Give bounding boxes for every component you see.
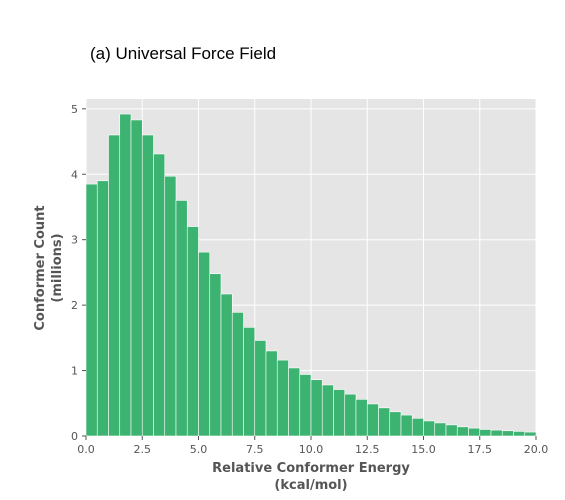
x-tick-label: 12.5 xyxy=(355,443,380,456)
histogram-bar xyxy=(344,393,357,437)
bars xyxy=(85,113,537,437)
histogram-bar xyxy=(479,429,492,437)
histogram-bar xyxy=(411,418,424,437)
x-tick-label: 20.0 xyxy=(524,443,549,456)
x-tick-label: 0.0 xyxy=(77,443,95,456)
x-tick-label: 17.5 xyxy=(468,443,493,456)
histogram-bar xyxy=(355,399,368,437)
histogram-bar xyxy=(299,374,312,437)
histogram-bar xyxy=(445,424,458,437)
histogram-bar xyxy=(130,119,143,437)
histogram-bar xyxy=(276,359,289,437)
histogram-bar xyxy=(141,134,154,437)
y-tick-label: 5 xyxy=(71,103,78,116)
histogram-bar xyxy=(209,273,222,437)
y-axis-label-line1: Conformer Count xyxy=(33,205,48,330)
histogram-bar xyxy=(164,175,177,437)
histogram-bar xyxy=(333,389,346,437)
y-tick-label: 3 xyxy=(71,234,78,247)
histogram-bar xyxy=(400,414,413,437)
chart-title: (a) Universal Force Field xyxy=(90,44,276,63)
histogram-bar xyxy=(366,403,379,437)
histogram-bar xyxy=(434,422,447,437)
histogram-bar xyxy=(175,200,188,437)
histogram-bar xyxy=(254,340,267,437)
histogram-bar xyxy=(265,350,278,437)
histogram-bar xyxy=(186,226,199,437)
histogram-bar xyxy=(490,429,503,437)
histogram-bar xyxy=(389,411,402,437)
histogram-bar xyxy=(524,431,537,437)
x-tick-label: 7.5 xyxy=(246,443,264,456)
histogram-bar xyxy=(119,113,132,437)
x-axis-label-line1: Relative Conformer Energy xyxy=(212,461,410,476)
histogram-bar xyxy=(321,384,334,437)
histogram-bar xyxy=(468,427,481,437)
x-tick-label: 10.0 xyxy=(299,443,324,456)
x-axis-label-line2: (kcal/mol) xyxy=(274,478,347,493)
histogram-bar xyxy=(96,180,109,437)
histogram-bar xyxy=(513,431,526,437)
histogram-bar xyxy=(501,430,514,437)
x-tick-label: 2.5 xyxy=(134,443,152,456)
y-tick-label: 2 xyxy=(71,299,78,312)
histogram-bar xyxy=(108,134,121,437)
histogram-bar xyxy=(231,312,244,437)
histogram-bar xyxy=(198,251,211,437)
histogram-bar xyxy=(85,183,98,437)
axis-ticks: 0.0 2.5 5.0 7.5 10.0 12.5 15.0 17.5 20.0 0 1 2 3 4 5 xyxy=(71,103,548,456)
histogram-bar xyxy=(310,379,323,437)
y-tick-label: 0 xyxy=(71,430,78,443)
histogram-bar xyxy=(153,153,166,437)
histogram-bar xyxy=(220,293,233,437)
histogram-bar xyxy=(456,426,469,437)
histogram-bar xyxy=(378,407,391,437)
x-tick-label: 15.0 xyxy=(411,443,436,456)
y-tick-label: 1 xyxy=(71,365,78,378)
histogram-bar xyxy=(288,367,301,437)
y-tick-label: 4 xyxy=(71,168,78,181)
histogram-bar xyxy=(423,420,436,437)
y-axis-label-line2: (millions) xyxy=(50,233,65,302)
histogram-bar xyxy=(243,327,256,437)
x-tick-label: 5.0 xyxy=(190,443,208,456)
